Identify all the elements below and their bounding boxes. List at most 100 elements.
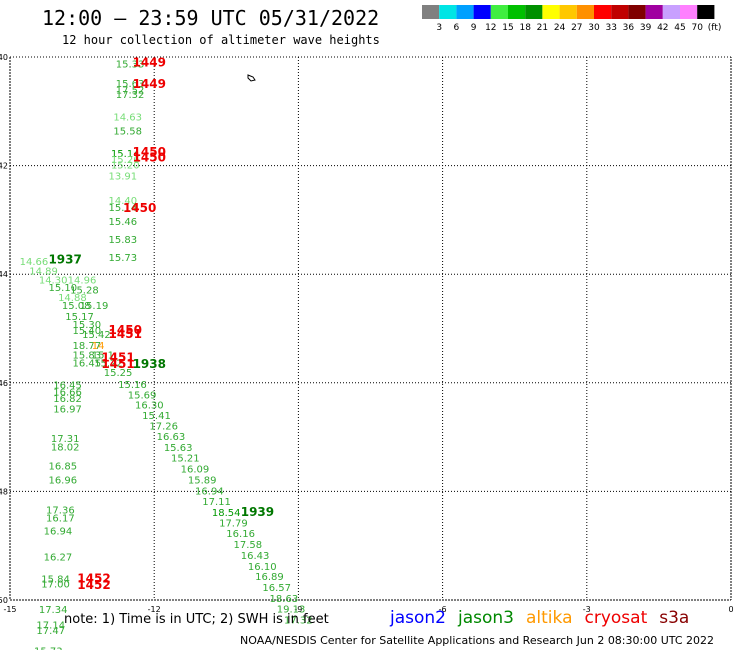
wave-height-label: 15.73 (34, 646, 63, 650)
wave-height-label: 14.96 (68, 276, 97, 287)
chart-grid (9, 56, 732, 601)
wave-height-label: 17.11 (202, 497, 231, 508)
color-swatch (662, 5, 680, 19)
wave-height-label: 17.31 (51, 434, 80, 445)
time-label: 1450 (109, 323, 142, 337)
y-tick-label: -46 (0, 379, 8, 388)
color-scale-label: 70 (691, 23, 703, 33)
satellite-legend-item: jason2 (390, 608, 446, 628)
wave-height-label: 17.47 (36, 626, 65, 637)
time-label: 1450 (133, 150, 166, 164)
wave-height-label: 14.30 (39, 276, 68, 287)
time-label: 1451 (101, 350, 134, 364)
time-label: 1452 (77, 571, 110, 585)
satellite-legend-item: altika (526, 608, 573, 628)
wave-height-label: 16.09 (181, 465, 210, 476)
color-swatch (645, 5, 663, 19)
color-scale-unit: (ft) (708, 23, 722, 33)
axis-ticks: -15 -12 -9 -6 -3 0 -40 -42 -44 -46 -48 -50 (0, 53, 734, 614)
satellite-legend-item: jason3 (458, 608, 514, 628)
wave-height-label: 15.89 (188, 475, 217, 486)
color-swatch (697, 5, 715, 19)
wave-height-label: 15.84 (41, 574, 70, 585)
color-swatch (439, 5, 457, 19)
color-swatch (508, 5, 526, 19)
wave-height-label: 15.63 (116, 79, 145, 90)
wave-height-label: 16.63 (157, 432, 186, 443)
color-swatch (542, 5, 560, 19)
color-scale-label: 39 (640, 23, 652, 33)
wave-height-label: 16.45 (72, 359, 101, 370)
color-swatch (525, 5, 543, 19)
color-swatch (490, 5, 508, 19)
wave-height-label: 17.32 (116, 90, 145, 101)
color-swatch (576, 5, 594, 19)
color-swatch (473, 5, 491, 19)
y-tick-label: -48 (0, 487, 8, 496)
time-label: 1452 (77, 578, 110, 592)
wave-height-label: 15.63 (164, 443, 193, 454)
wave-height-label: 17.34 (39, 605, 68, 616)
satellite-legend-item: s3a (659, 608, 690, 628)
wave-height-label: 17.79 (219, 518, 248, 529)
y-tick-label: -40 (0, 53, 8, 62)
wave-height-label: 16.85 (48, 461, 77, 472)
wave-height-label: 15.33 (116, 60, 145, 71)
wave-height-label: 17.52 (116, 86, 145, 97)
color-swatch (594, 5, 612, 19)
time-label: 1449 (133, 55, 166, 69)
color-scale-label: 33 (605, 23, 616, 33)
wave-height-label: 14.88 (58, 293, 87, 304)
time-label: 1450 (123, 201, 156, 215)
wave-height-label: 18.54 (212, 508, 241, 519)
wave-height-label: 15.14 (111, 149, 140, 160)
wave-height-label: 15.21 (171, 454, 200, 465)
y-tick-label: -50 (0, 596, 8, 605)
wave-height-label: 16.45 (53, 380, 82, 391)
x-tick-label: -15 (3, 605, 16, 614)
wave-height-label: 15.19 (80, 301, 109, 312)
x-tick-label: 0 (728, 605, 733, 614)
wave-height-label: 14.66 (20, 257, 49, 268)
wave-height-label: 15.30 (72, 320, 101, 331)
chart-subtitle: 12 hour collection of altimeter wave hei… (62, 33, 380, 47)
x-tick-label: -3 (583, 605, 591, 614)
x-tick-label: -12 (148, 605, 161, 614)
credit-line: NOAA/NESDIS Center for Satellite Applica… (240, 634, 715, 647)
wave-height-label: 15.17 (65, 312, 94, 323)
color-scale-label: 45 (674, 23, 685, 33)
wave-height-label: 18.63 (270, 594, 299, 605)
wave-height-label: 17.36 (46, 505, 75, 516)
wave-height-label: 16.27 (44, 553, 73, 564)
wave-height-label: 19.13 (277, 605, 306, 616)
color-scale-label: 30 (588, 23, 600, 33)
wave-height-label: 15.46 (109, 217, 138, 228)
wave-height-label: 15.28 (70, 285, 99, 296)
color-swatch (456, 5, 474, 19)
wave-height-label: 14 (92, 341, 105, 352)
color-scale-label: 3 (436, 23, 442, 33)
wave-height-label: 15.83 (109, 235, 138, 246)
color-swatch (611, 5, 629, 19)
time-label: 1939 (241, 505, 274, 519)
wave-height-label: 18.02 (51, 442, 80, 453)
wave-height-label: 17.00 (41, 580, 70, 591)
island-outline (247, 74, 256, 82)
x-tick-label: -6 (439, 605, 447, 614)
wave-height-label: 15.41 (142, 411, 171, 422)
wave-height-label: 16.16 (226, 529, 255, 540)
wave-height-label: 17.32 (284, 616, 313, 627)
color-scale-label: 18 (519, 23, 531, 33)
time-label: 1938 (133, 357, 166, 371)
time-label: 1937 (48, 253, 81, 267)
wave-height-label: 15.10 (48, 283, 77, 294)
x-tick-label: -9 (294, 605, 302, 614)
wave-height-label: 15.69 (128, 391, 157, 402)
color-scale-label: 36 (623, 23, 635, 33)
wave-height-label: 16.57 (262, 583, 291, 594)
color-swatch (559, 5, 577, 19)
wave-height-label: 15.14 (109, 203, 138, 214)
chart-title: 12:00 — 23:59 UTC 05/31/2022 (42, 6, 380, 30)
wave-height-label: 17.26 (149, 422, 178, 433)
wave-height-label: 15.40 (72, 326, 101, 337)
